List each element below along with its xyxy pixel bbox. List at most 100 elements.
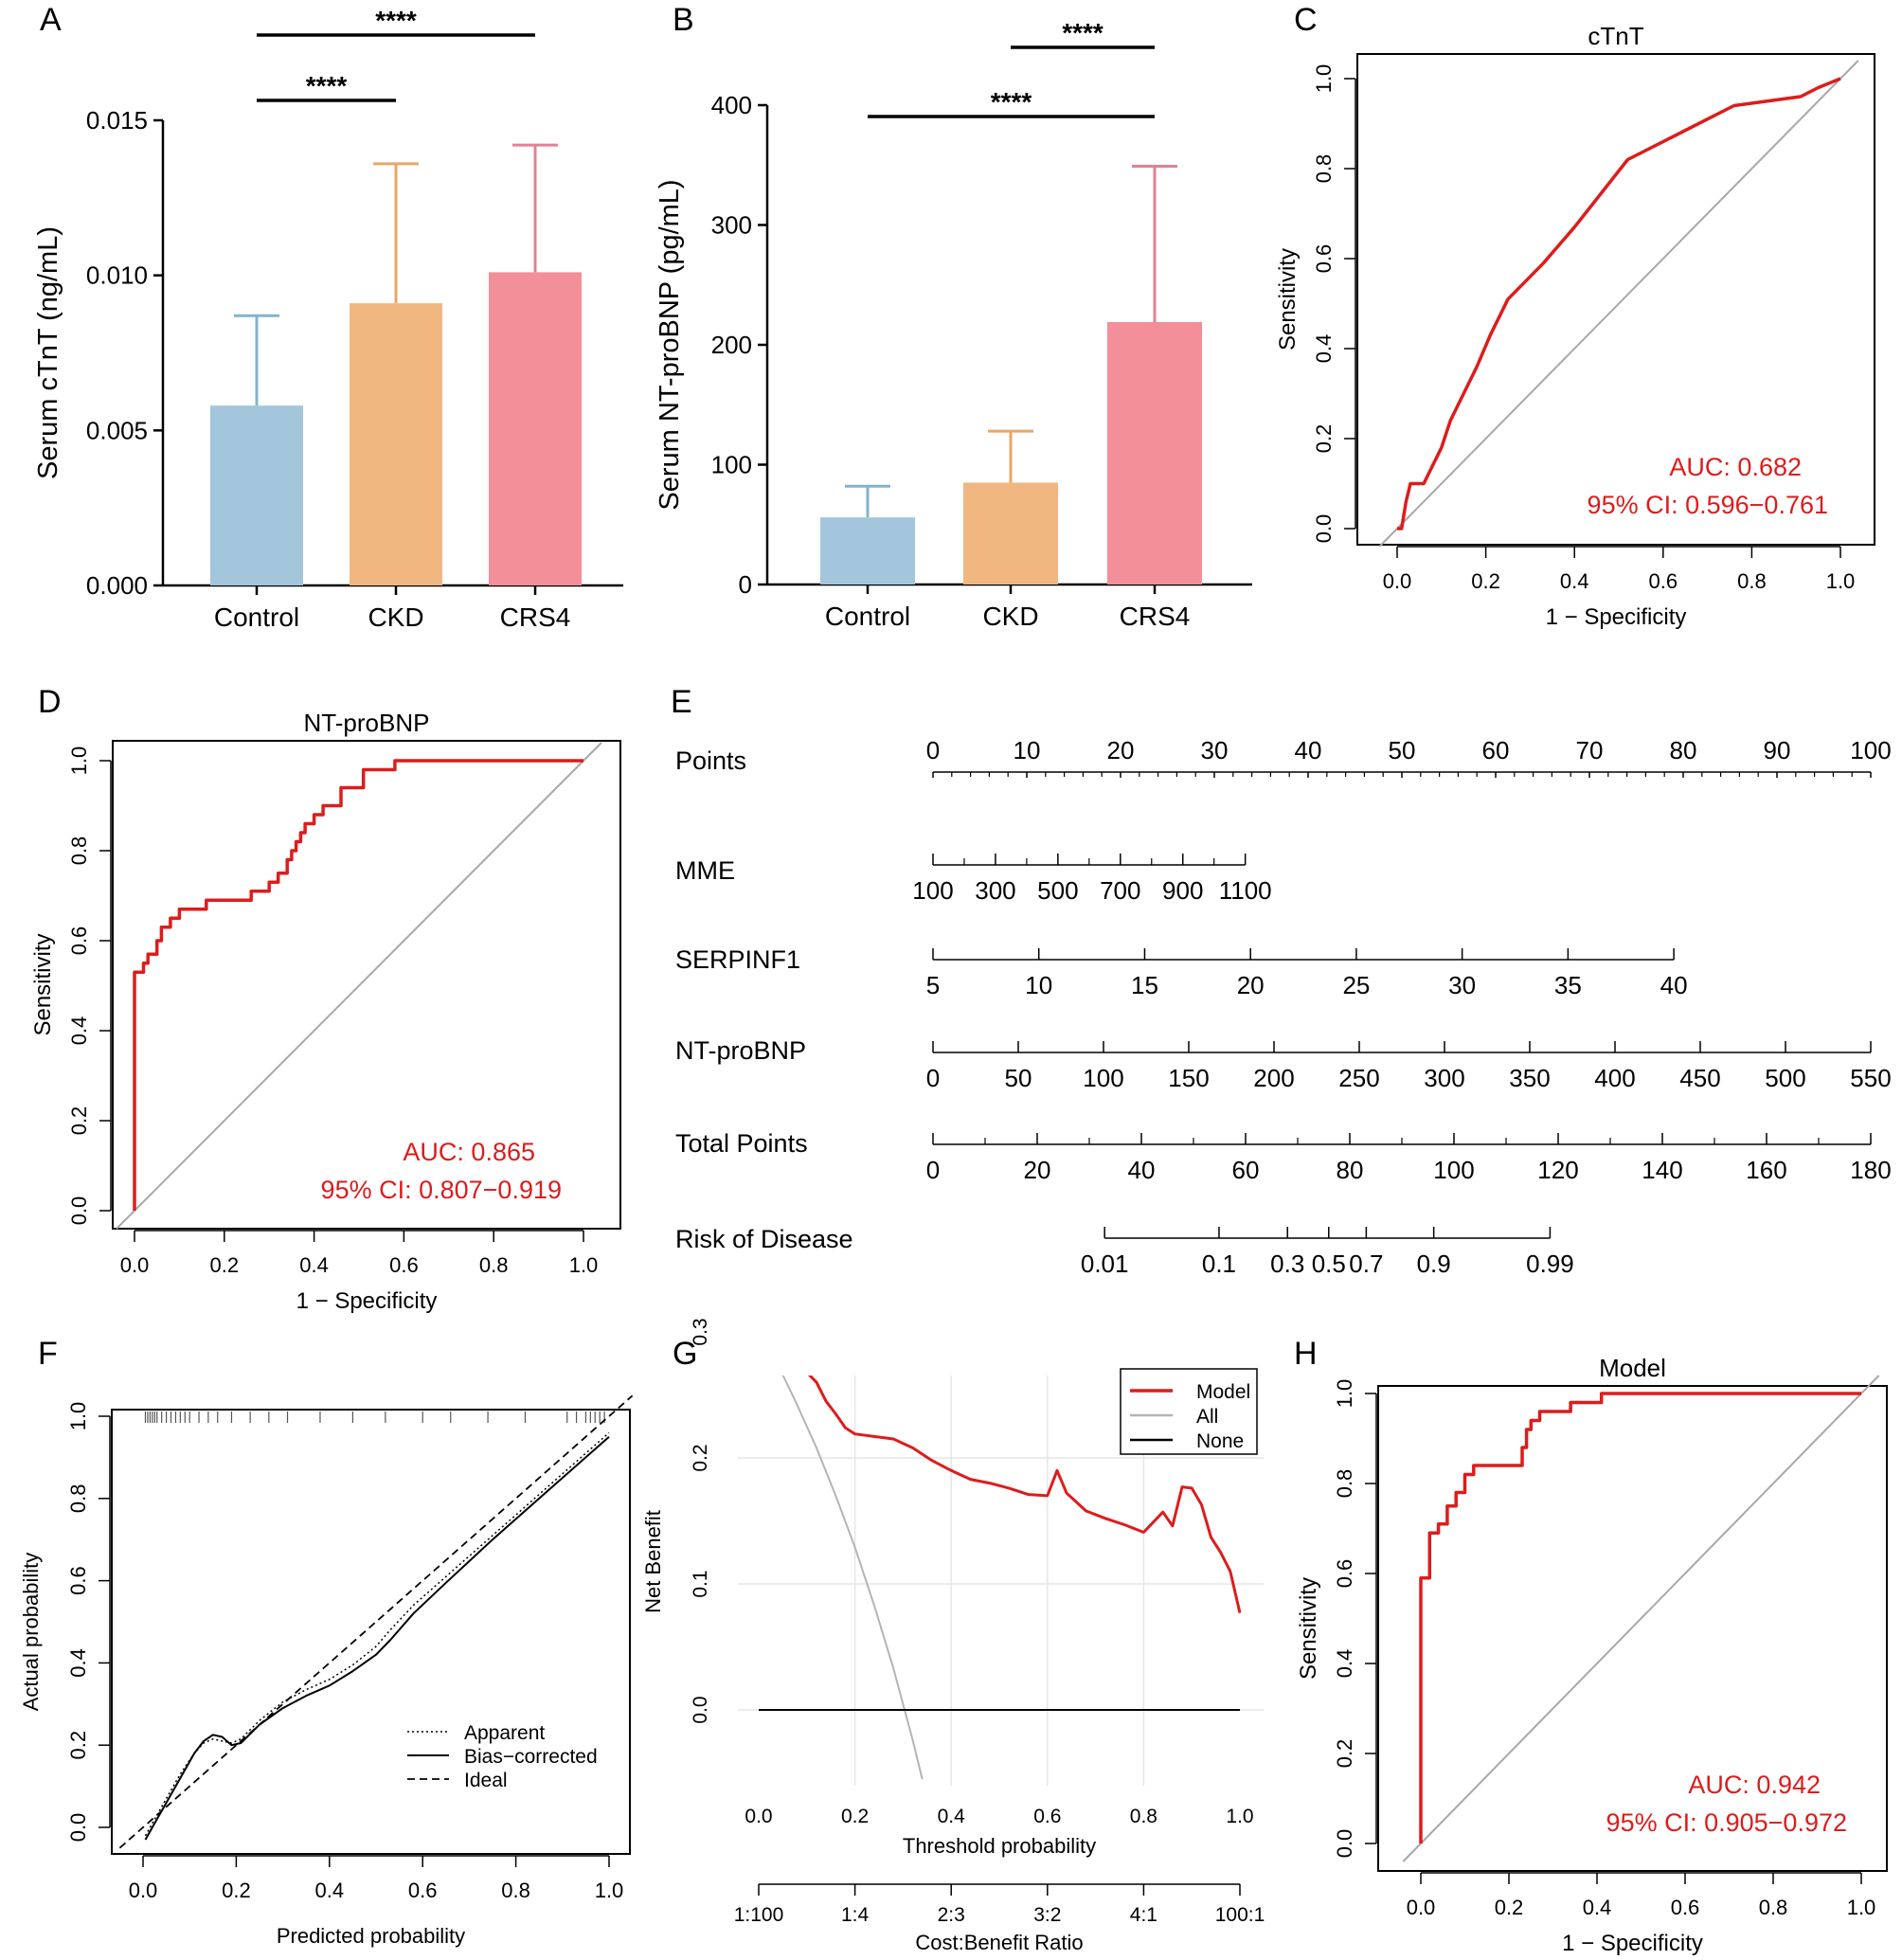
- nomogram-tick-label: 35: [1554, 971, 1582, 999]
- x-tick-label: CKD: [368, 602, 423, 632]
- y-tick-label: 0.8: [66, 1484, 90, 1514]
- x-tick-label: 0.2: [1495, 1896, 1524, 1919]
- y-tick-label: 0.6: [1333, 1559, 1356, 1589]
- nomogram-tick-label: 250: [1338, 1064, 1379, 1092]
- nomogram-tick-label: 40: [1128, 1156, 1156, 1184]
- y-tick-label: 0.4: [1333, 1649, 1356, 1679]
- x-tick-label: Control: [825, 602, 910, 631]
- legend-label: Model: [1196, 1381, 1250, 1403]
- nomogram-row-label: MME: [675, 856, 735, 885]
- x-tick-label: 0.8: [1130, 1806, 1157, 1827]
- secondary-tick-label: 2:3: [938, 1904, 965, 1926]
- nomogram-tick-label: 1100: [1219, 876, 1272, 905]
- x-axis-label: Threshold probability: [903, 1834, 1096, 1858]
- nomogram-row-label: NT-proBNP: [675, 1036, 806, 1065]
- plot-frame: [112, 740, 621, 1230]
- y-tick-label: 0.0: [67, 1196, 91, 1226]
- roc-curve: [1397, 77, 1841, 530]
- nomogram-tick-label: 60: [1232, 1156, 1260, 1184]
- y-tick-label: 0.6: [66, 1566, 90, 1595]
- nomogram-tick-label: 0.5: [1312, 1250, 1346, 1278]
- bar-crs4: [489, 272, 582, 585]
- x-tick-label: 0.6: [1671, 1896, 1700, 1919]
- y-tick-label: 0.2: [1312, 424, 1336, 454]
- legend-label: None: [1196, 1430, 1244, 1452]
- x-tick-label: 0.4: [938, 1806, 966, 1827]
- significance-label: ****: [306, 71, 348, 100]
- y-axis-label: Actual probability: [19, 1553, 43, 1712]
- y-tick-label: 1.0: [67, 746, 91, 776]
- nomogram-tick-label: 30: [1448, 971, 1476, 999]
- plot-title: NT-proBNP: [304, 709, 430, 737]
- y-tick-label: 0.6: [1312, 244, 1336, 274]
- x-tick-label: 0.2: [210, 1253, 240, 1277]
- x-tick-label: 0.4: [299, 1253, 329, 1277]
- nomogram-tick-label: 100: [1433, 1156, 1474, 1184]
- x-tick-label: CRS4: [500, 602, 571, 632]
- secondary-tick-label: 4:1: [1130, 1904, 1157, 1926]
- y-tick-label: 1.0: [1312, 64, 1336, 94]
- y-tick-label: 0.6: [67, 926, 91, 956]
- panel-label-f: F: [38, 1336, 58, 1372]
- nomogram-row-label: Total Points: [675, 1129, 808, 1158]
- x-tick-label: 0.2: [841, 1806, 869, 1827]
- nomogram-tick-label: 0.1: [1202, 1250, 1236, 1278]
- nomogram-tick-label: 150: [1168, 1064, 1209, 1092]
- x-tick-label: 0.0: [1407, 1896, 1436, 1919]
- nomogram-tick-label: 0.01: [1081, 1250, 1129, 1278]
- nomogram-tick-label: 500: [1765, 1064, 1805, 1092]
- nomogram-tick-label: 60: [1482, 736, 1510, 764]
- nomogram-tick-label: 100: [912, 876, 953, 905]
- reference-diagonal: [1402, 1375, 1880, 1862]
- y-tick-label: 0.0: [1312, 514, 1336, 544]
- bar-ckd: [350, 303, 442, 585]
- nomogram-tick-label: 20: [1107, 736, 1135, 764]
- nomogram-row-label: SERPINF1: [675, 945, 800, 974]
- y-tick-label: 0.1: [690, 1570, 711, 1597]
- nomogram-tick-label: 140: [1642, 1156, 1682, 1184]
- nomogram-tick-label: 120: [1537, 1156, 1578, 1184]
- x-tick-label: CRS4: [1120, 602, 1191, 631]
- nomogram-tick-label: 700: [1100, 876, 1140, 905]
- calibration-line-2: [118, 1394, 634, 1849]
- nomogram-tick-label: 550: [1850, 1064, 1891, 1092]
- reference-diagonal: [1378, 60, 1859, 548]
- panel-label-g: G: [673, 1336, 697, 1372]
- bar-ckd: [963, 482, 1058, 584]
- y-tick-label: 0.2: [1333, 1739, 1356, 1769]
- nomogram-tick-label: 5: [926, 971, 940, 999]
- nomogram-tick-label: 50: [1005, 1064, 1032, 1092]
- x-tick-label: 0.4: [1583, 1896, 1612, 1919]
- x-tick-label: 1.0: [1847, 1896, 1876, 1919]
- plot-frame: [1356, 53, 1875, 546]
- roc-curve: [1419, 1392, 1861, 1843]
- nomogram-tick-label: 400: [1594, 1064, 1635, 1092]
- bar-control: [210, 405, 303, 585]
- y-tick-label: 0.8: [1312, 154, 1336, 184]
- x-axis-label: 1 − Specificity: [296, 1288, 438, 1314]
- x-tick-label: 0.8: [501, 1879, 530, 1902]
- x-tick-label: 1.0: [595, 1879, 624, 1902]
- secondary-tick-label: 3:2: [1033, 1904, 1061, 1926]
- nomogram-tick-label: 300: [1424, 1064, 1464, 1092]
- y-tick-label: 0.8: [1333, 1469, 1356, 1499]
- y-tick-label: 0.0: [66, 1813, 90, 1843]
- legend-label: Apparent: [464, 1722, 545, 1744]
- auc-label: AUC: 0.942: [1688, 1771, 1821, 1799]
- plot-title: cTnT: [1588, 22, 1643, 50]
- nomogram-tick-label: 0.99: [1526, 1250, 1574, 1278]
- y-tick-label: 0.000: [86, 571, 148, 600]
- bar-crs4: [1107, 321, 1202, 584]
- nomogram-tick-label: 160: [1746, 1156, 1786, 1184]
- x-tick-label: 0.6: [1033, 1806, 1061, 1827]
- nomogram-tick-label: 70: [1576, 736, 1604, 764]
- nomogram-tick-label: 20: [1024, 1156, 1051, 1184]
- x-tick-label: 1.0: [1826, 569, 1856, 593]
- nomogram-tick-label: 40: [1660, 971, 1688, 999]
- nomogram-tick-label: 15: [1131, 971, 1158, 999]
- legend-label: All: [1196, 1406, 1218, 1428]
- nomogram-tick-label: 500: [1037, 876, 1078, 905]
- auc-label: AUC: 0.865: [403, 1138, 535, 1166]
- nomogram-row-label: Risk of Disease: [675, 1225, 853, 1253]
